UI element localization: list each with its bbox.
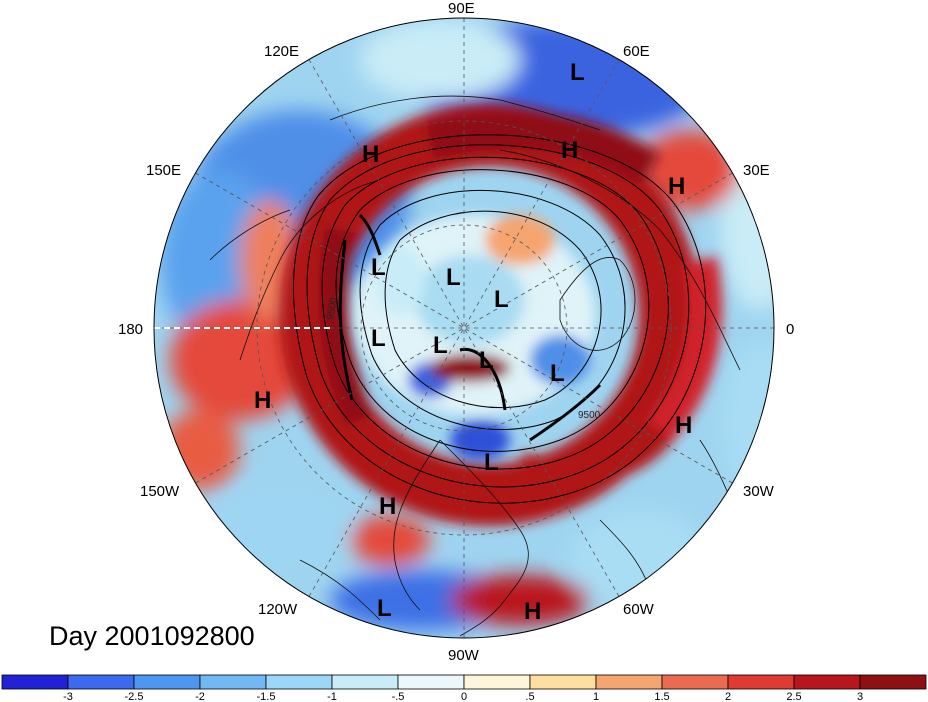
colorbar-swatch [727,674,795,690]
geopotential-contours [293,134,707,504]
anomaly-field [154,18,774,638]
lon-label-120w: 120W [258,601,298,618]
colorbar-tick-label: -3 [63,691,73,702]
colorbar-tick-label: -1.5 [257,691,276,702]
colorbar-swatch [529,674,597,690]
high-pressure-label: H [379,493,396,520]
high-pressure-label: H [561,137,578,164]
lon-label-30e: 30E [743,162,770,179]
contour-label: 9500 [325,296,340,320]
map-boundary [153,17,775,639]
colorbar-swatch [331,674,399,690]
contour-label: 9500 [578,410,601,421]
colorbar-tick-label: -1 [327,691,337,702]
lon-label-120e: 120E [264,43,299,60]
colorbar-swatch [133,674,201,690]
colorbar-tick-label: -.5 [392,691,405,702]
colorbar-tick-label: 1.5 [654,691,669,702]
colorbar-tick-label: -2 [195,691,205,702]
colorbar-swatch [463,674,531,690]
high-pressure-label: H [668,173,685,200]
colorbar-swatch [397,674,465,690]
high-pressure-label: H [524,598,541,625]
colorbar-tick-label: 0 [461,691,467,702]
colorbar-swatch [859,674,927,690]
lon-label-180: 180 [118,321,143,338]
lon-label-60e: 60E [623,43,650,60]
colorbar-tick-label: -2.5 [125,691,144,702]
longitude-labels: 90E 60E 30E 0 30W 60W 90W 120W 150W 180 … [118,0,794,664]
colorbar-swatch [661,674,729,690]
day-label: Day 2001092800 [49,621,255,651]
colorbar-swatch [793,674,861,690]
lon-label-30w: 30W [743,483,775,500]
high-pressure-label: H [675,412,692,439]
high-pressure-label: H [254,387,271,414]
colorbar-swatch [595,674,663,690]
colorbar-swatch [67,674,135,690]
colorbar-tick-label: 3 [857,691,863,702]
colorbar-swatch [1,674,69,690]
pressure-systems: H H H H H H H L L L L L L L L L L [254,59,692,625]
colorbar: -3 -2.5 -2 -1.5 -1 -.5 0 .5 1 1.5 2 2.5 3 [1,674,927,702]
low-pressure-label: L [377,595,392,622]
lon-label-150w: 150W [140,483,180,500]
low-pressure-label: L [433,332,448,359]
low-pressure-label: L [479,347,494,374]
colorbar-tick-label: 2.5 [786,691,801,702]
lon-label-150e: 150E [146,162,181,179]
lon-label-60w: 60W [623,601,655,618]
high-pressure-label: H [362,141,379,168]
colorbar-swatch [265,674,333,690]
low-pressure-label: L [484,449,499,476]
low-pressure-label: L [550,360,565,387]
low-pressure-label: L [371,325,386,352]
lon-label-0: 0 [786,321,794,338]
lon-label-90e: 90E [448,0,475,17]
low-pressure-label: L [494,286,509,313]
colorbar-tick-label: .5 [525,691,534,702]
coastlines [209,95,741,637]
colorbar-swatch [199,674,267,690]
low-pressure-label: L [570,59,585,86]
colorbar-tick-label: 1 [593,691,599,702]
lon-label-90w: 90W [448,647,480,664]
low-pressure-label: L [371,254,386,281]
low-pressure-label: L [446,264,461,291]
colorbar-tick-label: 2 [725,691,731,702]
